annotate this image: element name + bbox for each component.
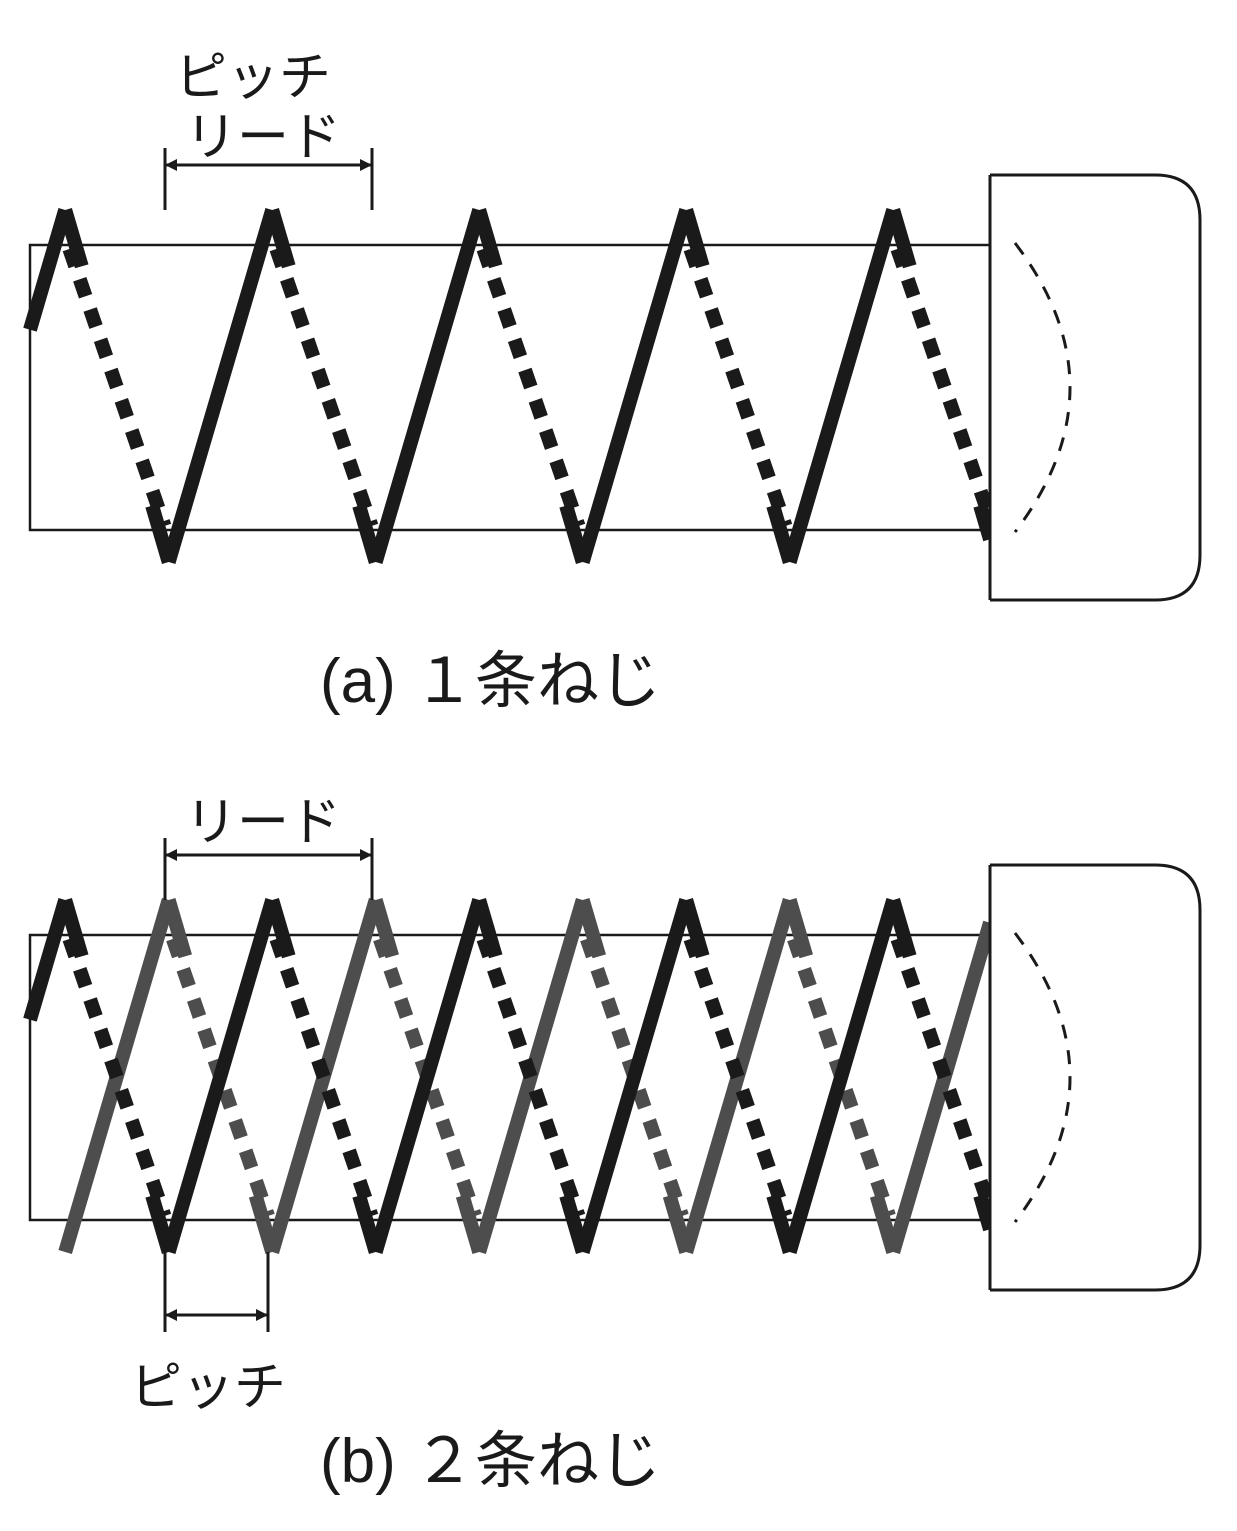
caption-b: (b) ２条ねじ: [320, 1410, 661, 1500]
diagram-svg: [0, 0, 1237, 1531]
label-pitch-b: ピッチ: [130, 1345, 286, 1420]
page: ピッチ リード (a) １条ねじ リード ピッチ (b) ２条ねじ: [0, 0, 1237, 1531]
label-lead-b: リード: [185, 780, 341, 855]
caption-a: (a) １条ねじ: [320, 630, 661, 720]
label-lead-a: リード: [185, 95, 341, 170]
